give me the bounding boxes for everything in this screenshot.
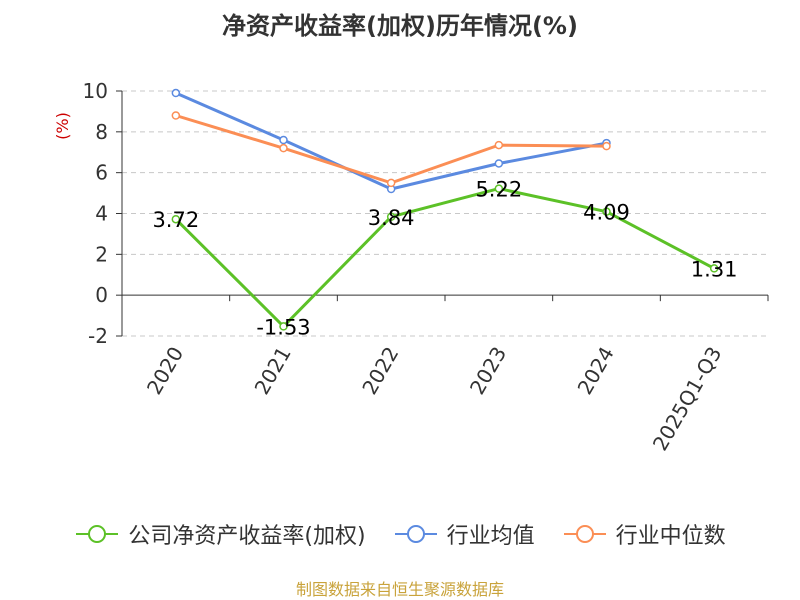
- data-labels: 3.72 -1.53 3.84 5.22 4.09 1.31: [152, 178, 737, 340]
- x-tick-label: 2023: [465, 343, 511, 399]
- data-label: 1.31: [691, 257, 738, 281]
- x-tick-label: 2021: [250, 343, 296, 399]
- chart-title: 净资产收益率(加权)历年情况(%): [222, 12, 578, 40]
- data-point: [171, 214, 181, 224]
- y-tick-label: 0: [95, 283, 108, 307]
- legend-item-company[interactable]: 公司净资产收益率(加权): [74, 518, 366, 550]
- data-point: [494, 184, 504, 193]
- y-axis-label: (%): [53, 112, 72, 140]
- data-point: [602, 207, 611, 216]
- data-label: 4.09: [583, 201, 630, 225]
- series-line: [175, 91, 607, 191]
- x-tick-label: 2020: [142, 343, 188, 399]
- legend-item-industry-mean[interactable]: 行业均值: [393, 518, 535, 550]
- y-tick-label: 2: [95, 242, 108, 266]
- data-point: [171, 88, 181, 98]
- x-tick-label: 2025Q1-Q3: [648, 343, 727, 455]
- data-point: [171, 111, 181, 120]
- data-label: 5.22: [475, 178, 522, 202]
- data-label: 3.84: [368, 206, 415, 230]
- legend-line-icon: [394, 525, 437, 543]
- data-point: [494, 159, 504, 168]
- y-tick-label: 8: [95, 120, 108, 144]
- data-point: [279, 135, 288, 145]
- legend: 公司净资产收益率(加权) 行业均值 行业中位数: [0, 518, 800, 551]
- data-point: [709, 264, 719, 273]
- x-tick-label: 2024: [573, 343, 619, 399]
- legend-label: 行业均值: [446, 524, 535, 549]
- data-point: [279, 143, 288, 153]
- series-line: [174, 187, 715, 328]
- legend-label: 行业中位数: [615, 524, 726, 549]
- legend-item-industry-median[interactable]: 行业中位数: [562, 518, 726, 550]
- legend-label: 公司净资产收益率(加权): [128, 524, 366, 549]
- y-tick-label: 6: [95, 161, 108, 185]
- x-tick-label: 2022: [357, 343, 403, 399]
- series-group: [171, 88, 719, 331]
- axes: -2 0 2 4 6 8 10 2020 2021 2022 2023 2024 2025Q1-Q3: [83, 79, 769, 455]
- data-point: [494, 140, 504, 150]
- data-point: [386, 212, 396, 222]
- y-tick-label: 10: [83, 79, 108, 103]
- y-tick-label: -2: [88, 324, 108, 348]
- data-point: [386, 178, 396, 188]
- data-point: [602, 141, 611, 151]
- legend-line-icon: [76, 525, 119, 543]
- legend-line-icon: [563, 525, 606, 543]
- data-source: 制图数据来自恒生聚源数据库: [295, 580, 504, 599]
- data-point: [279, 322, 288, 331]
- y-tick-label: 4: [95, 202, 108, 226]
- data-label: -1.53: [256, 315, 310, 339]
- data-label: 3.72: [152, 208, 199, 232]
